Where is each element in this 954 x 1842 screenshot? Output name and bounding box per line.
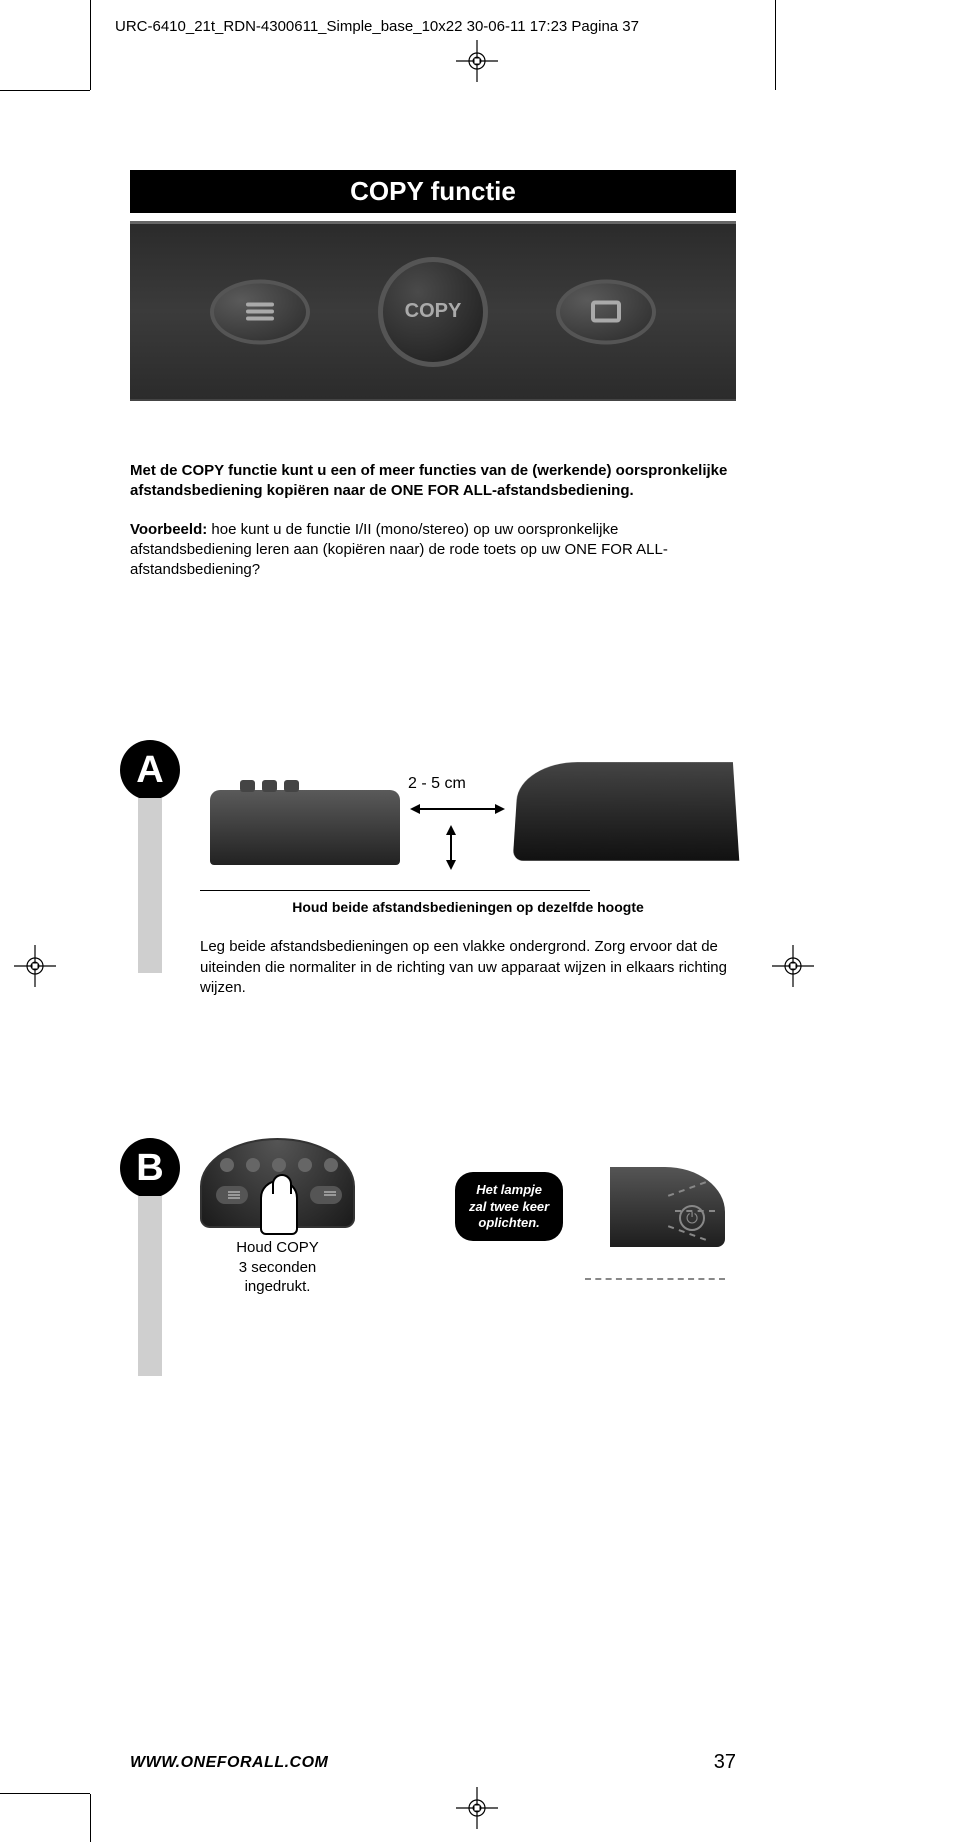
step-badge-a: A <box>120 740 180 800</box>
registration-mark-right <box>772 945 814 992</box>
menu-button-icon <box>210 279 310 344</box>
diagram-b: Houd COPY3 secondeningedrukt. Het lampje… <box>200 1138 736 1297</box>
body-a: Leg beide afstandsbedieningen op een vla… <box>200 937 736 998</box>
copy-button: COPY <box>378 257 488 367</box>
hold-copy-caption: Houd COPY3 secondeningedrukt. <box>200 1238 355 1297</box>
flash-lines-icon <box>657 1180 717 1250</box>
crop-mark <box>775 0 776 90</box>
page-footer: WWW.ONEFORALL.COM 37 <box>130 1751 736 1774</box>
caption-a: Houd beide afstandsbedieningen op dezelf… <box>200 899 736 915</box>
page-content: COPY functie COPY Met de COPY functie ku… <box>90 90 776 1794</box>
step-bar <box>138 798 162 973</box>
registration-mark-bottom <box>456 1787 498 1834</box>
step-badge-b: B <box>120 1138 180 1198</box>
example-body: hoe kunt u de functie I/II (mono/stereo)… <box>130 521 668 579</box>
callout-bubble: Het lampjezal twee keeroplichten. <box>455 1172 563 1241</box>
footer-page-number: 37 <box>714 1751 736 1774</box>
finger-icon <box>260 1180 298 1235</box>
ofa-remote-icon <box>513 762 740 861</box>
crop-mark <box>0 90 90 91</box>
print-slug: URC-6410_21t_RDN-4300611_Simple_base_10x… <box>115 18 639 35</box>
footer-url: WWW.ONEFORALL.COM <box>130 1754 328 1772</box>
diagram-b-left: Houd COPY3 secondeningedrukt. <box>200 1138 355 1297</box>
dash-line <box>585 1278 725 1280</box>
arrow-vertical-icon <box>444 825 458 870</box>
crop-mark <box>0 1793 90 1794</box>
diagram-b-right: Het lampjezal twee keeroplichten. ⏻ <box>455 1162 715 1272</box>
example-label: Voorbeeld: <box>130 521 207 538</box>
rectangle-icon <box>591 301 621 323</box>
arrow-horizontal-icon <box>410 802 505 816</box>
section-a: A 2 - 5 cm Houd beide afstandsbedieninge… <box>130 740 736 998</box>
step-bar <box>138 1196 162 1376</box>
remote-top-icon <box>200 1138 355 1228</box>
screen-button-icon <box>556 279 656 344</box>
divider <box>200 890 590 891</box>
registration-mark-left <box>14 945 56 992</box>
page-title: COPY functie <box>130 170 736 213</box>
remote-hero-photo: COPY <box>130 221 736 401</box>
section-b: B Houd COPY3 secondeningedrukt. Het lamp… <box>130 1138 736 1297</box>
crop-mark <box>90 1794 91 1842</box>
original-remote-icon <box>210 790 400 865</box>
intro-paragraph: Met de COPY functie kunt u een of meer f… <box>130 461 736 502</box>
crop-mark <box>90 0 91 90</box>
hamburger-icon <box>246 300 274 324</box>
registration-mark-top <box>456 40 498 87</box>
example-paragraph: Voorbeeld: hoe kunt u de functie I/II (m… <box>130 520 736 581</box>
distance-label: 2 - 5 cm <box>408 775 466 793</box>
diagram-a: 2 - 5 cm <box>200 740 736 885</box>
